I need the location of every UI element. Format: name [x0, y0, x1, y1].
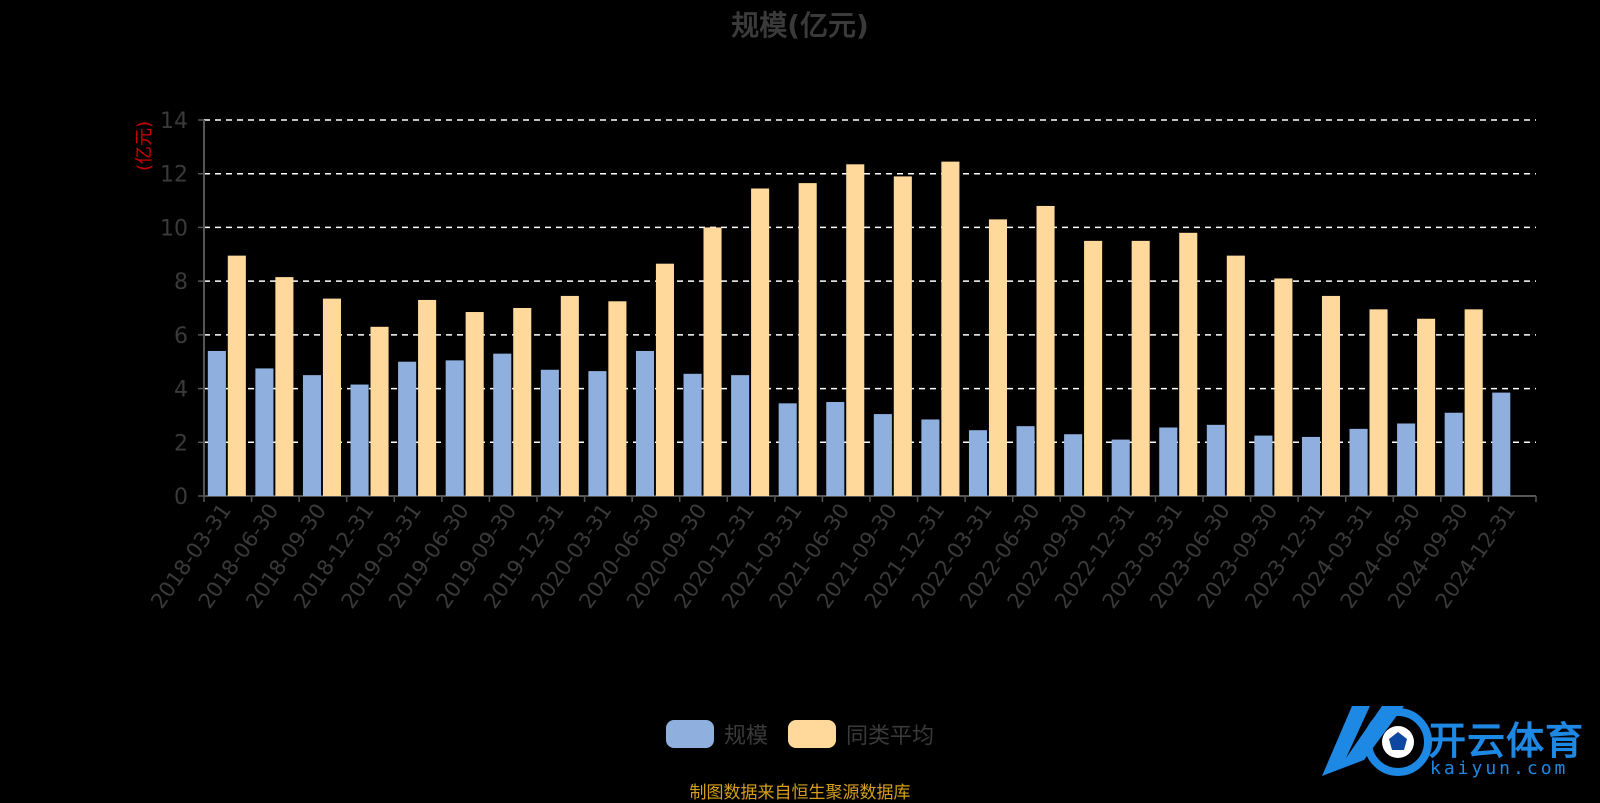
legend-swatch-series-1 — [665, 720, 714, 748]
bar-series-2 — [1321, 295, 1341, 496]
bar-series-1 — [1301, 436, 1321, 496]
bar-series-1 — [350, 384, 369, 496]
y-tick-label: 2 — [174, 431, 188, 456]
y-tick-label: 10 — [160, 216, 188, 241]
legend-item-series-2[interactable]: 同类平均 — [788, 718, 934, 750]
bar-series-2 — [798, 183, 817, 496]
bar-series-1 — [635, 350, 655, 496]
bar-series-2 — [941, 161, 960, 496]
bar-series-1 — [731, 375, 750, 496]
bar-series-1 — [873, 414, 892, 496]
bar-series-1 — [1397, 423, 1416, 496]
bar-series-1 — [1206, 424, 1225, 496]
bar-series-2 — [988, 219, 1008, 496]
bar-series-1 — [826, 402, 845, 496]
bar-series-1 — [968, 430, 988, 496]
bar-series-2 — [1369, 309, 1388, 496]
bar-series-2 — [513, 308, 532, 496]
y-tick-label: 0 — [174, 485, 188, 510]
bar-series-1 — [683, 373, 702, 496]
bar-series-1 — [921, 419, 940, 496]
bar-series-1 — [255, 368, 274, 496]
bar-series-2 — [370, 326, 389, 496]
bar-series-2 — [1417, 318, 1436, 496]
bar-series-2 — [227, 255, 246, 496]
y-tick-label: 4 — [174, 378, 188, 403]
y-tick-label: 12 — [160, 163, 188, 188]
bar-series-1 — [1159, 427, 1178, 496]
bar-series-1 — [207, 350, 226, 496]
bar-series-1 — [1492, 392, 1511, 496]
bar-series-1 — [1016, 426, 1035, 496]
chart-title: 规模(亿元) — [731, 9, 869, 42]
bar-series-2 — [1131, 240, 1150, 496]
bar-series-2 — [655, 263, 675, 496]
y-axis-label: (亿元) — [134, 121, 155, 171]
bar-series-1 — [588, 371, 607, 496]
bar-series-2 — [751, 188, 770, 496]
bar-series-2 — [1179, 232, 1198, 497]
bar-series-1 — [445, 360, 464, 496]
y-tick-label: 6 — [174, 324, 188, 349]
bar-series-2 — [1274, 278, 1293, 496]
bar-series-2 — [418, 299, 437, 496]
bar-series-1 — [778, 403, 797, 496]
bar-series-2 — [1464, 309, 1483, 496]
bar-series-1 — [540, 369, 559, 496]
bar-series-2 — [1226, 255, 1245, 496]
bar-series-2 — [275, 277, 294, 496]
watermark-logo-icon — [1322, 706, 1432, 776]
bar-series-1 — [1349, 428, 1368, 496]
bar-series-2 — [1084, 240, 1103, 496]
bar-series-1 — [1254, 435, 1273, 496]
bar-series-1 — [398, 361, 417, 496]
bar-series-2 — [1036, 205, 1055, 496]
bar-series-1 — [302, 375, 322, 496]
bar-series-2 — [322, 298, 342, 496]
watermark-domain: kaiyun.com — [1430, 758, 1569, 779]
bar-series-2 — [465, 312, 484, 496]
bar-series-2 — [893, 176, 912, 496]
legend: 规模 同类平均 — [0, 718, 1600, 750]
bar-series-2 — [846, 164, 865, 497]
y-tick-label: 8 — [174, 270, 188, 295]
legend-label-series-2: 同类平均 — [846, 724, 935, 749]
legend-label-series-1: 规模 — [723, 724, 768, 749]
y-tick-label: 14 — [160, 109, 188, 134]
watermark-name: 开云体育 — [1428, 719, 1585, 763]
legend-item-series-1[interactable]: 规模 — [665, 718, 768, 750]
bar-series-1 — [1444, 412, 1463, 496]
source-note: 制图数据来自恒生聚源数据库 — [689, 783, 911, 803]
bar-series-2 — [608, 301, 627, 496]
bar-series-2 — [560, 295, 579, 496]
bar-series-1 — [493, 353, 512, 496]
bar-series-1 — [1064, 434, 1083, 496]
legend-swatch-series-2 — [788, 720, 836, 748]
bar-series-1 — [1111, 439, 1130, 496]
bar-series-2 — [703, 227, 722, 496]
